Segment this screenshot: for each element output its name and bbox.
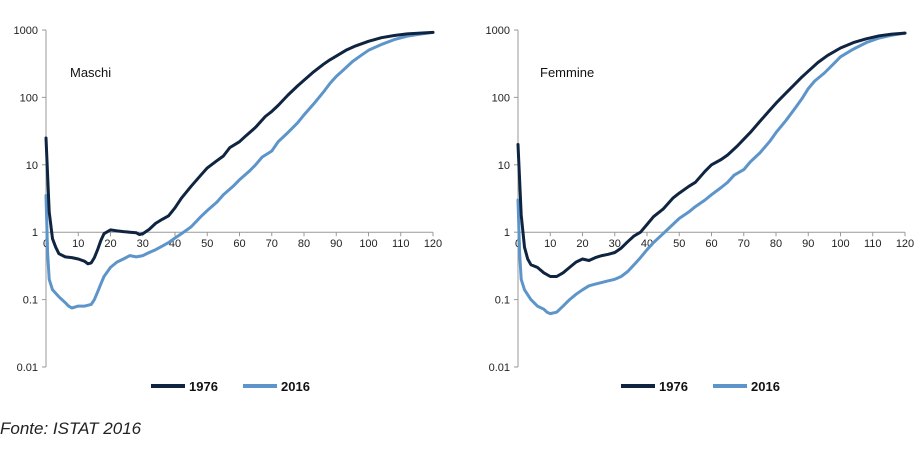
y-tick-label: 0.01 (17, 362, 38, 374)
x-tick-label: 20 (576, 238, 588, 250)
y-tick-label: 1000 (486, 25, 510, 37)
series-line-1976 (44, 30, 435, 266)
x-tick-label: 10 (72, 238, 84, 250)
x-tick-label: 30 (137, 238, 149, 250)
x-tick-label: 50 (201, 238, 213, 250)
y-tick-label: 0.1 (23, 295, 38, 307)
x-tick-label: 90 (330, 238, 342, 250)
x-tick-label: 120 (896, 238, 914, 250)
legend-label-1976: 1976 (659, 379, 688, 394)
series-line-1976 (516, 31, 907, 278)
chart-legend: 1976 2016 (151, 379, 310, 394)
chart-legend: 1976 2016 (621, 379, 780, 394)
x-tick-label: 90 (802, 238, 814, 250)
x-tick-label: 10 (544, 238, 556, 250)
x-tick-label: 100 (831, 238, 849, 250)
x-tick-label: 110 (864, 238, 882, 250)
y-tick-label: 100 (492, 92, 510, 104)
y-tick-label: 0.1 (495, 295, 510, 307)
series-line-2016 (44, 30, 435, 310)
x-tick-label: 30 (609, 238, 621, 250)
y-tick-label: 1000 (14, 25, 38, 37)
y-tick-label: 100 (20, 92, 38, 104)
chart-title: Maschi (70, 65, 111, 80)
y-tick-label: 10 (498, 160, 510, 172)
source-note: Fonte: ISTAT 2016 (0, 419, 142, 438)
y-tick-label: 0.01 (489, 362, 510, 374)
y-tick-label: 1 (32, 227, 38, 239)
x-tick-label: 70 (738, 238, 750, 250)
x-tick-label: 60 (705, 238, 717, 250)
x-tick-label: 120 (424, 238, 442, 250)
y-tick-label: 1 (504, 227, 510, 239)
y-tick-label: 10 (26, 160, 38, 172)
x-tick-label: 70 (266, 238, 278, 250)
chart-title: Femmine (540, 65, 594, 80)
x-tick-label: 80 (770, 238, 782, 250)
legend-label-2016: 2016 (751, 379, 780, 394)
x-tick-label: 60 (233, 238, 245, 250)
x-tick-label: 110 (392, 238, 410, 250)
x-tick-label: 100 (359, 238, 377, 250)
x-tick-label: 50 (673, 238, 685, 250)
x-tick-label: 20 (104, 238, 116, 250)
x-tick-label: 80 (298, 238, 310, 250)
legend-label-2016: 2016 (281, 379, 310, 394)
series-line-2016 (516, 31, 907, 316)
legend-label-1976: 1976 (189, 379, 218, 394)
